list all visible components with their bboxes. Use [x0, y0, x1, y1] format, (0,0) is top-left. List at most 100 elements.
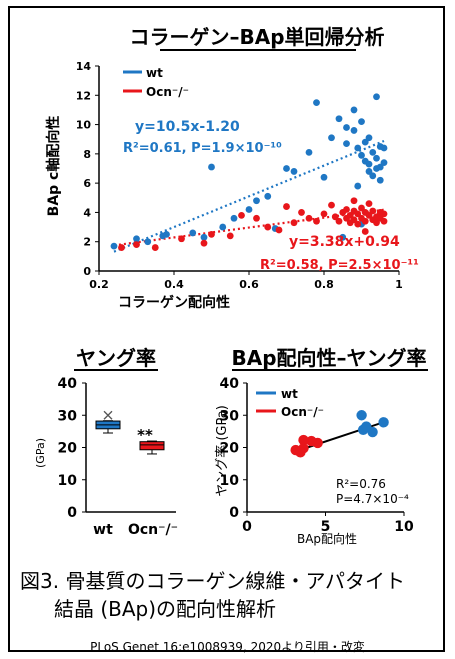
scatter-point — [376, 176, 384, 184]
scatter-point — [264, 192, 272, 200]
corr-x-tick-label: 0 — [242, 519, 252, 535]
scatter-point — [320, 173, 328, 181]
scatter-point — [380, 144, 388, 152]
scatter-y-tick-label: 10 — [76, 119, 92, 132]
corr-point — [356, 410, 367, 421]
scatter-y-tick-label: 8 — [83, 148, 91, 161]
box-y-tick-label: 40 — [58, 376, 78, 392]
corr-point — [298, 434, 309, 446]
scatter-point — [178, 235, 185, 243]
scatter-point — [200, 233, 208, 241]
caption-line-1: 図3. 骨基質のコラーゲン線維・アパタイト — [20, 569, 406, 593]
scatter-point — [245, 206, 253, 213]
scatter-point — [118, 244, 125, 251]
scatter-point — [361, 228, 369, 235]
scatter-title: コラーゲン–BAp単回帰分析 — [129, 25, 384, 49]
scatter-point — [219, 223, 227, 231]
scatter-point — [365, 160, 373, 168]
scatter-point — [163, 230, 170, 238]
scatter-wt-stats: R²=0.61, P=1.9×10⁻¹⁰ — [123, 141, 282, 156]
scatter-point — [328, 134, 335, 142]
scatter-point — [305, 148, 313, 156]
scatter-point — [350, 197, 358, 205]
box-cat-ocn: Ocn⁻/⁻ — [128, 522, 178, 538]
box-cat-wt: wt — [93, 522, 113, 538]
corr-r2: R²=0.76 — [336, 477, 386, 491]
scatter-wt-equation: y=10.5x-1.20 — [135, 119, 240, 135]
scatter-point — [380, 159, 388, 167]
scatter-point — [343, 140, 350, 148]
scatter-ocn-equation: y=3.38x+0.94 — [289, 234, 400, 250]
scatter-point — [335, 217, 343, 225]
corr-x-tick-label: 5 — [321, 519, 331, 535]
box-y-label: (GPa) — [34, 438, 47, 468]
scatter-point — [358, 118, 365, 126]
corr-y-tick-label: 10 — [220, 473, 240, 489]
scatter-point — [208, 163, 215, 171]
scatter-point — [133, 241, 140, 249]
corr-point — [361, 421, 372, 432]
scatter-point — [298, 209, 305, 216]
corr-x-tick-label: 10 — [394, 519, 414, 535]
scatter-x-label: コラーゲン配向性 — [118, 294, 230, 311]
scatter-x-tick-label: 0.4 — [164, 278, 184, 291]
scatter-point — [365, 134, 373, 142]
scatter-point — [144, 238, 152, 246]
box-y-tick-label: 30 — [58, 408, 78, 424]
scatter-point — [369, 148, 377, 156]
scatter-point — [253, 214, 260, 222]
scatter-point — [305, 214, 313, 222]
scatter-point — [369, 207, 377, 215]
scatter-point — [354, 182, 362, 190]
box-significance: ** — [137, 426, 153, 444]
scatter-point — [380, 210, 388, 218]
scatter-point — [189, 229, 197, 237]
scatter-y-tick-label: 14 — [76, 60, 92, 73]
scatter-point — [200, 239, 208, 247]
scatter-point — [275, 226, 283, 234]
scatter-point — [354, 144, 362, 152]
corr-point — [378, 417, 389, 428]
figure-frame — [8, 6, 445, 652]
credit-text: PLoS Genet 16:e1008939, 2020より引用・改変 — [90, 640, 365, 654]
box-rect — [139, 441, 165, 451]
scatter-point — [264, 223, 272, 231]
scatter-point — [361, 217, 369, 225]
scatter-point — [328, 201, 335, 209]
box-y-tick-label: 20 — [58, 441, 78, 457]
scatter-axes: 0 2 4 6 8 10 12 14 0.2 0.4 0.6 0.8 1 — [76, 60, 403, 291]
scatter-point — [290, 219, 298, 227]
corr-legend-wt-label: wt — [281, 387, 298, 401]
corr-y-tick-label: 30 — [220, 408, 240, 424]
scatter-point — [238, 211, 245, 219]
box-axes: 0 10 20 30 40 — [58, 376, 176, 521]
scatter-point — [313, 99, 320, 107]
scatter-point — [373, 165, 380, 172]
scatter-ocn-stats: R²=0.58, P=2.5×10⁻¹¹ — [260, 258, 419, 273]
scatter-x-tick-label: 0.8 — [314, 278, 334, 291]
scatter-point — [365, 200, 373, 208]
corr-p: P=4.7×10⁻⁴ — [336, 492, 409, 506]
corr-title: BAp配向性–ヤング率 — [231, 346, 426, 370]
scatter-legend-ocn-label: Ocn⁻/⁻ — [146, 85, 189, 99]
caption-line-2: 結晶 (BAp)の配向性解析 — [54, 597, 277, 621]
scatter-point — [380, 217, 388, 225]
scatter-point — [313, 217, 320, 225]
scatter-fit-lines — [113, 139, 385, 253]
corr-y-tick-label: 20 — [220, 441, 240, 457]
scatter-point — [358, 151, 365, 159]
box-mean-marker — [103, 410, 113, 420]
corr-axes: 0 10 20 30 40 0 5 10 — [220, 376, 414, 535]
scatter-point — [208, 230, 215, 238]
box-title: ヤング率 — [76, 346, 156, 370]
scatter-legend-wt-label: wt — [146, 66, 163, 80]
scatter-point — [283, 203, 290, 210]
corr-x-label: BAp配向性 — [297, 531, 357, 546]
scatter-y-tick-label: 6 — [83, 177, 91, 190]
scatter-point — [283, 165, 290, 172]
corr-points — [290, 410, 389, 458]
scatter-point — [343, 206, 350, 213]
scatter-point — [373, 154, 380, 162]
corr-point — [306, 435, 317, 447]
